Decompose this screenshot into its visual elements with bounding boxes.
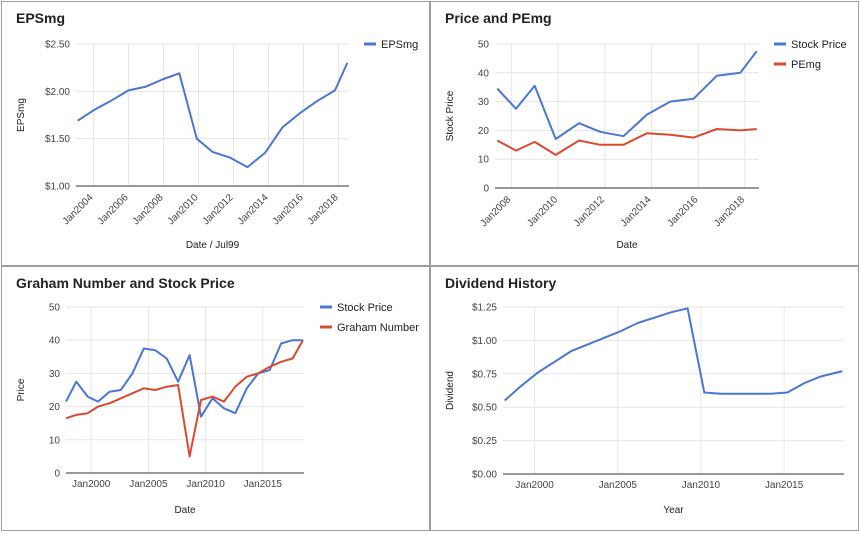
x-axis-label: Date: [174, 505, 196, 516]
series-line-pemg: [496, 128, 757, 156]
x-tick-label: Jan2000: [515, 480, 554, 491]
x-tick-label: Jan2014: [236, 192, 271, 227]
x-tick-label: Jan2015: [765, 480, 804, 491]
y-tick-label: $1.25: [472, 303, 497, 314]
series-line-epsmg: [77, 62, 349, 169]
x-tick-label: Jan2010: [166, 192, 201, 227]
y-tick-label: $2.00: [45, 87, 70, 98]
series-line-stock-price: [65, 339, 303, 418]
y-tick-label: $1.00: [472, 336, 497, 347]
x-tick-label: Jan2005: [599, 480, 638, 491]
x-tick-label: Jan2006: [96, 192, 131, 227]
series-line-graham-number: [65, 339, 304, 458]
y-axis-label: EPSmg: [16, 98, 27, 132]
chart-panel-dividend-history: Dividend History $0.00 $0.25 $0.50 $0.75 $1.0…: [430, 266, 859, 531]
x-tick-label: Jan2012: [572, 194, 607, 229]
y-tick-label: $0.25: [472, 436, 497, 447]
y-tick-label: 30: [478, 97, 490, 108]
x-tick-label: Jan2010: [682, 480, 721, 491]
y-tick-label: 50: [478, 40, 490, 51]
chart-panel-graham-number: Graham Number and Stock Price 0 10 20 30 40 50…: [1, 266, 430, 531]
legend-entry: EPSmg: [381, 39, 418, 51]
chart-title: EPSmg: [16, 10, 65, 26]
y-tick-label: $1.50: [45, 134, 70, 145]
legend-entry: Stock Price: [337, 302, 393, 314]
x-tick-label: Jan2018: [712, 194, 747, 229]
chart-panel-price-pemg: Price and PEmg 0 10 20 30 40 50 Jan2008 Jan2010 J…: [430, 1, 859, 266]
y-tick-label: $0.50: [472, 403, 497, 414]
y-tick-label: 10: [478, 155, 490, 166]
x-axis-label: Date: [616, 240, 638, 251]
chart-title: Dividend History: [445, 275, 556, 291]
legend-entry: Graham Number: [337, 322, 419, 334]
y-tick-label: 0: [483, 184, 489, 195]
y-tick-label: 50: [49, 303, 61, 314]
y-tick-label: 0: [54, 469, 60, 480]
x-tick-label: Jan2018: [306, 192, 341, 227]
x-tick-label: Jan2005: [129, 479, 168, 490]
x-tick-label: Jan2004: [61, 192, 96, 227]
x-tick-label: Jan2008: [131, 192, 166, 227]
x-tick-label: Jan2016: [271, 192, 306, 227]
y-tick-label: $0.00: [472, 470, 497, 481]
legend-entry: Stock Price: [791, 39, 847, 51]
legend-entry: PEmg: [791, 59, 821, 71]
chart-panel-epsmg: EPSmg $1.00 $1.50 $2.00 $2.50 Jan2004 Jan2006 J…: [1, 1, 430, 266]
chart-title: Graham Number and Stock Price: [16, 275, 235, 291]
x-tick-label: Jan2012: [201, 192, 236, 227]
chart-title: Price and PEmg: [445, 10, 552, 26]
x-tick-label: Jan2016: [665, 194, 700, 229]
y-tick-label: 40: [478, 68, 490, 79]
y-tick-label: 10: [49, 435, 61, 446]
x-tick-label: Jan2014: [619, 194, 654, 229]
y-tick-label: 20: [478, 126, 490, 137]
y-tick-label: 20: [49, 402, 61, 413]
chart-dividend: Dividend History $0.00 $0.25 $0.50 $0.75 $1.0…: [445, 275, 844, 516]
y-tick-label: $2.50: [45, 40, 70, 51]
x-axis-label: Date / Jul99: [186, 240, 240, 251]
y-axis-label: Dividend: [445, 371, 456, 410]
y-tick-label: 30: [49, 369, 61, 380]
chart-price-pemg: Price and PEmg 0 10 20 30 40 50 Jan2008 Jan2010 J…: [445, 10, 847, 251]
x-tick-label: Jan2010: [186, 479, 225, 490]
series-line-series-0: [504, 307, 843, 402]
x-axis-label: Year: [663, 505, 684, 516]
x-tick-label: Jan2000: [72, 479, 111, 490]
x-tick-label: Jan2008: [479, 194, 514, 229]
y-axis-label: Stock Price: [445, 90, 456, 141]
y-tick-label: $0.75: [472, 369, 497, 380]
y-tick-label: $1.00: [45, 182, 70, 193]
x-tick-label: Jan2010: [525, 194, 560, 229]
chart-graham: Graham Number and Stock Price 0 10 20 30 40 50…: [16, 275, 419, 516]
y-axis-label: Price: [16, 378, 27, 401]
series-line-stock-price: [496, 50, 758, 140]
y-tick-label: 40: [49, 336, 61, 347]
x-tick-label: Jan2015: [244, 479, 283, 490]
